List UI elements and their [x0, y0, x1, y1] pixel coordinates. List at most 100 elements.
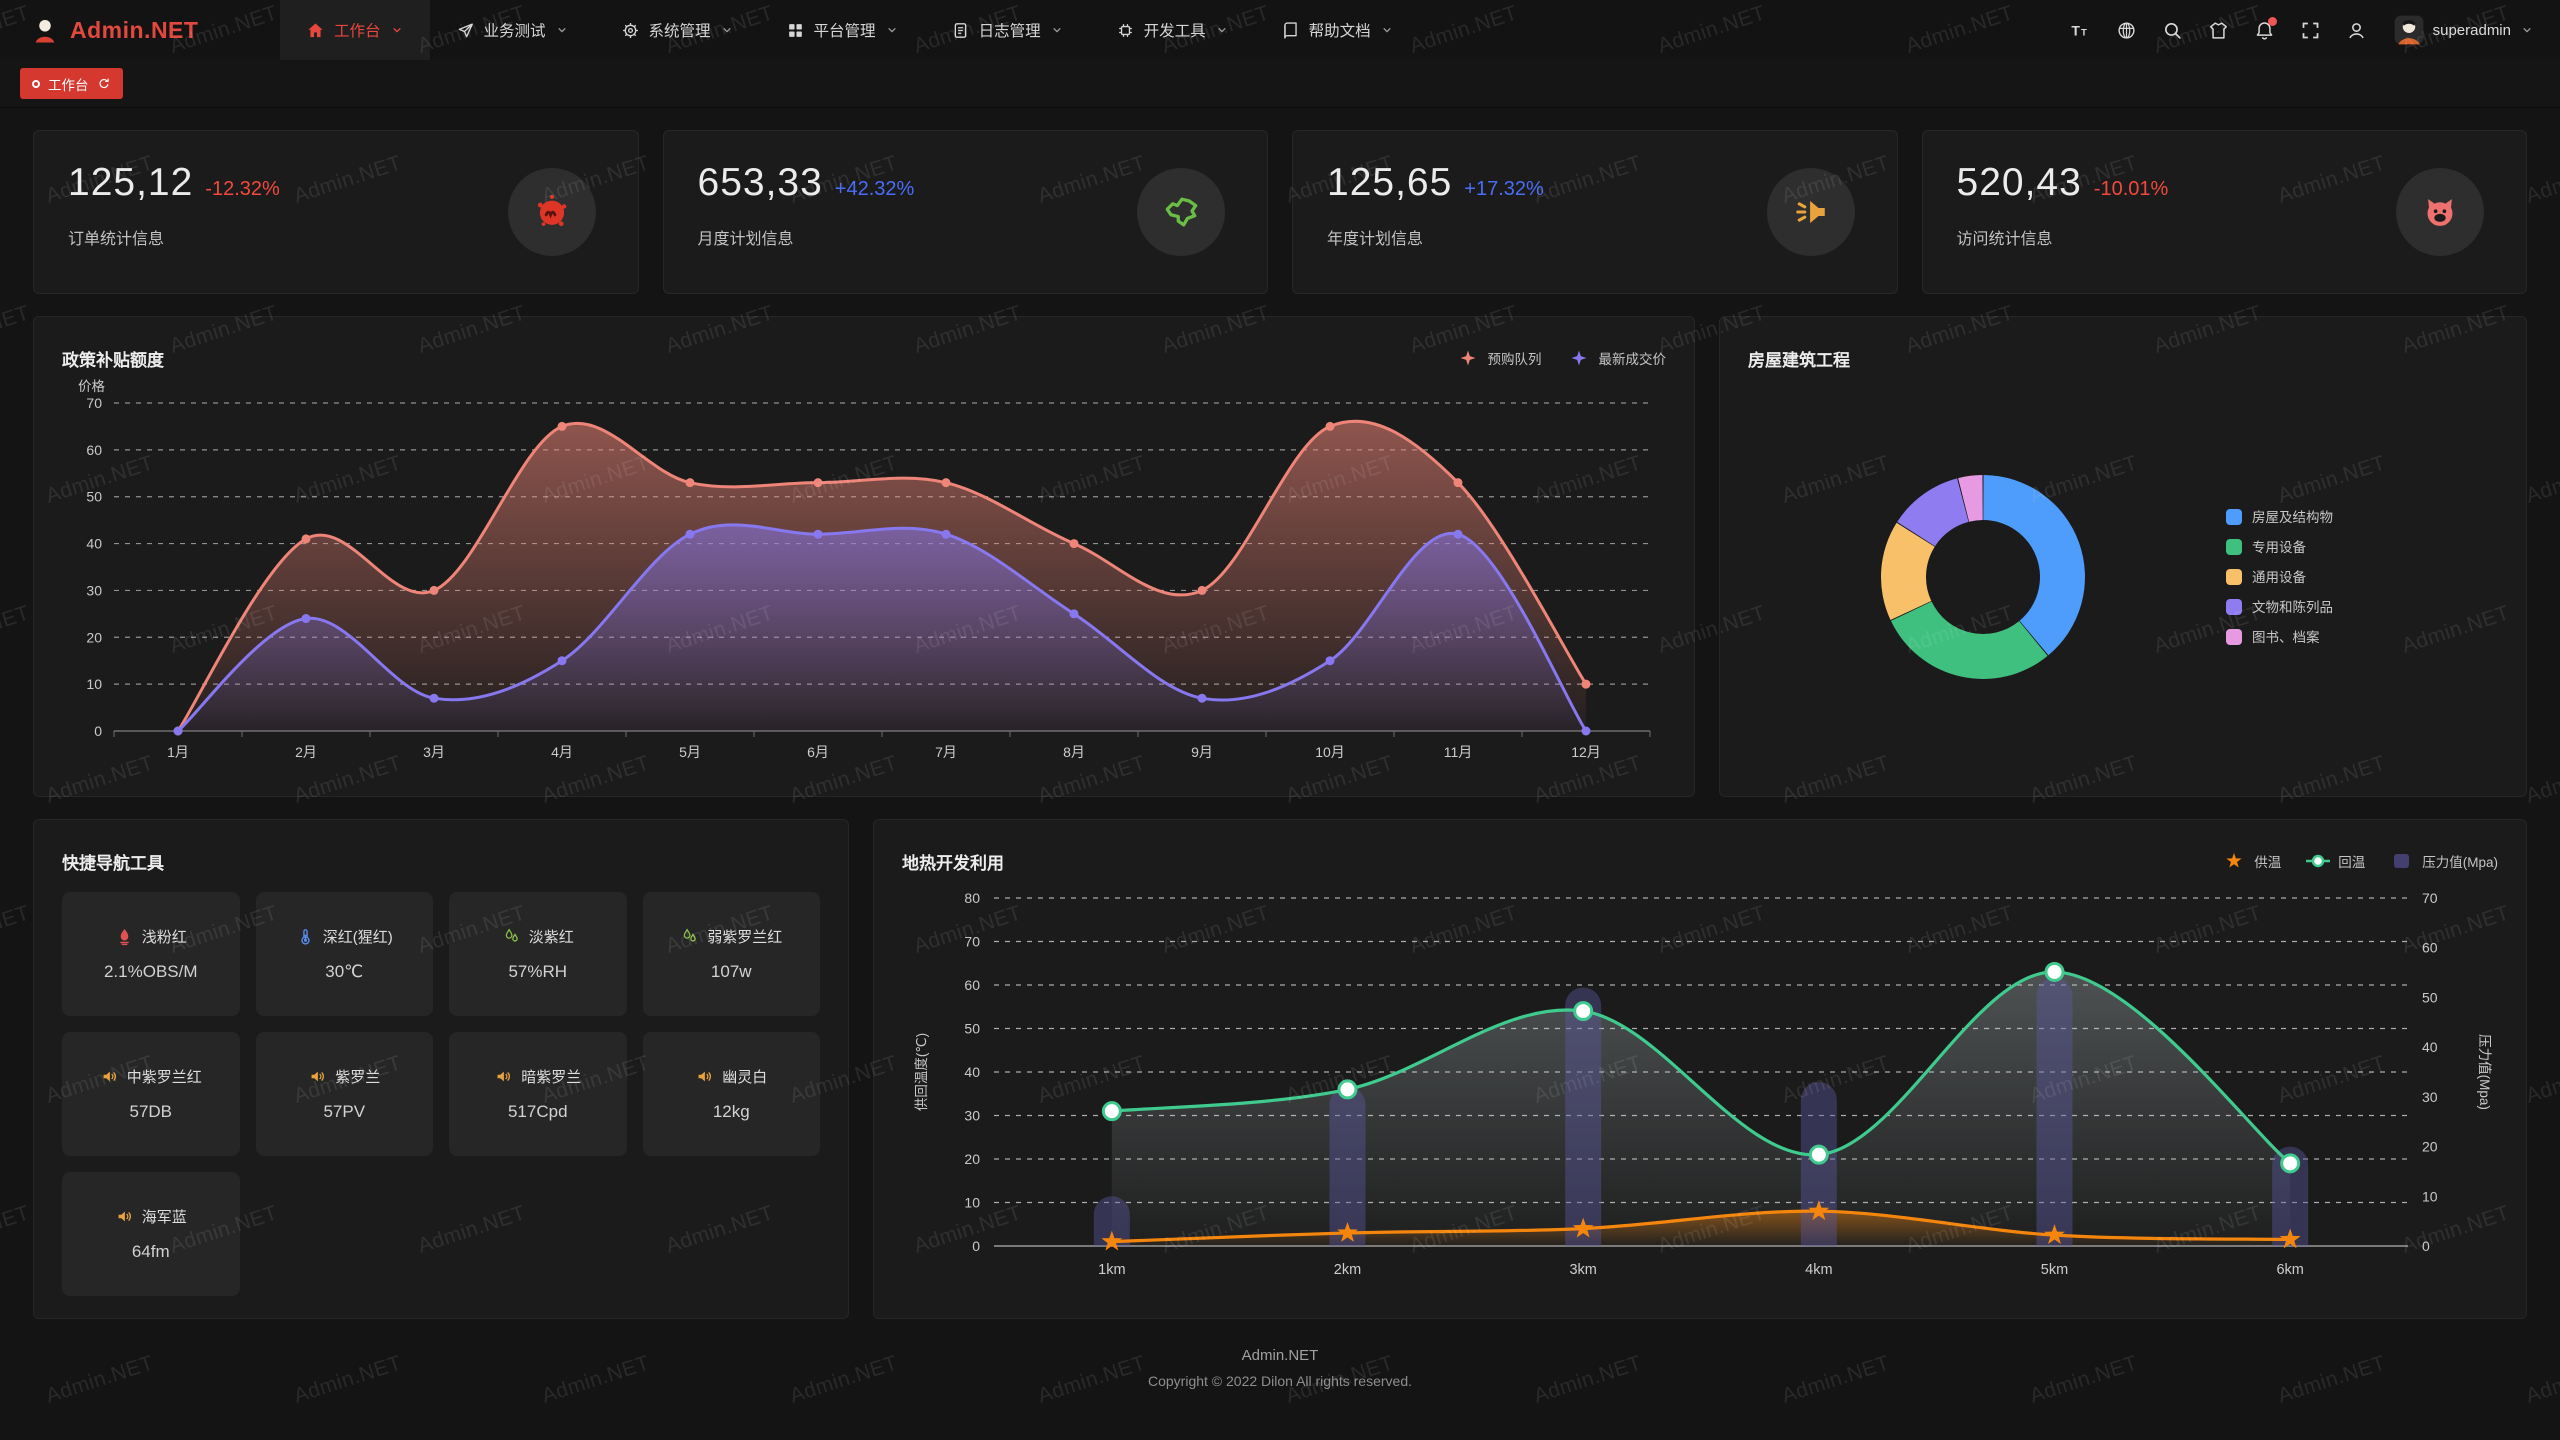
legend-marker: [1460, 350, 1475, 366]
main-menu: 工作台 业务测试 系统管理 平台管理 日志管理 开发工具 帮助文档: [280, 0, 1420, 60]
quick-nav-item[interactable]: 海军蓝 64fm: [62, 1172, 240, 1296]
stat-icon-circle: [507, 168, 596, 256]
quick-nav-value: 57%RH: [508, 962, 568, 981]
svg-text:9月: 9月: [1191, 744, 1213, 760]
quick-nav-label: 紫罗兰: [335, 1069, 381, 1086]
quick-nav-label: 暗紫罗兰: [521, 1069, 582, 1086]
stat-label: 年度计划信息: [1327, 231, 1424, 248]
navbar-icon-group: [2062, 11, 2376, 49]
fullscreen-icon: [2300, 20, 2321, 41]
stat-card[interactable]: 653,33 +42.32% 月度计划信息: [662, 130, 1268, 294]
line-chart-legend: 预购队列 最新成交价: [1455, 348, 1666, 368]
menu-item-home[interactable]: 工作台: [280, 0, 430, 60]
combo-chart[interactable]: 0 10 20 30 40 50 60 70 80 0 10 20 30 40 50 60 70 供回温度(℃) 压…: [902, 880, 2500, 1288]
donut-legend-item[interactable]: 专用设备: [2226, 539, 2307, 555]
legend-item-最新成交价[interactable]: 最新成交价: [1566, 348, 1666, 368]
quick-nav-label: 弱紫罗兰红: [707, 929, 783, 946]
legend-item-预购队列[interactable]: 预购队列: [1455, 348, 1542, 368]
svg-text:2月: 2月: [295, 744, 317, 760]
chevron-down-icon: [555, 23, 569, 37]
menu-item-send[interactable]: 业务测试: [430, 0, 595, 60]
speaker-icon: [115, 1207, 134, 1226]
quick-nav-item[interactable]: 紫罗兰 57PV: [255, 1032, 433, 1156]
font-size-button[interactable]: [2062, 11, 2100, 49]
speaker-icon: [695, 1067, 714, 1086]
theme-shirt-button[interactable]: [2200, 11, 2238, 49]
stat-top: 520,43 -10.01%: [1957, 161, 2493, 205]
quick-nav-item[interactable]: 幽灵白 12kg: [642, 1032, 820, 1156]
menu-item-doc[interactable]: 日志管理: [925, 0, 1090, 60]
donut-legend-item[interactable]: 图书、档案: [2226, 629, 2320, 645]
search-button[interactable]: [2154, 11, 2192, 49]
legend-item-供温[interactable]: 供温: [2221, 851, 2281, 871]
svg-text:30: 30: [2422, 1089, 2438, 1105]
stat-card[interactable]: 125,65 +17.32% 年度计划信息: [1292, 130, 1898, 294]
quick-nav-item[interactable]: 深红(猩红) 30℃: [255, 892, 433, 1016]
chevron-down-icon: [1380, 23, 1394, 37]
thermometer-icon: [296, 927, 315, 946]
quick-nav-item[interactable]: 暗紫罗兰 517Cpd: [449, 1032, 627, 1156]
legend-item-压力值(Mpa)[interactable]: 压力值(Mpa): [2389, 851, 2498, 871]
svg-text:专用设备: 专用设备: [2252, 539, 2307, 555]
stat-delta: +17.32%: [1464, 178, 1544, 200]
splat-icon: [530, 190, 574, 234]
stat-value: 653,33: [697, 161, 823, 204]
panel-building-project: 房屋建筑工程 房屋及结构物 专用设备通用设备文物和陈列品 图书、档案: [1719, 316, 2527, 797]
cat-icon: [2418, 190, 2462, 234]
notifications-button[interactable]: [2246, 11, 2284, 49]
legend-item-回温[interactable]: 回温: [2305, 851, 2365, 871]
stat-card[interactable]: 125,12 -12.32% 订单统计信息: [33, 130, 639, 294]
svg-text:10: 10: [86, 676, 102, 692]
app-logo[interactable]: Admin.NET: [30, 0, 280, 60]
footer-copyright: Copyright © 2022 Dilon All rights reserv…: [1148, 1373, 1412, 1389]
language-button[interactable]: [2108, 11, 2146, 49]
chart-title-building: 房屋建筑工程: [1748, 350, 1850, 370]
tab-workbench[interactable]: 工作台: [20, 68, 123, 99]
svg-text:文物和陈列品: 文物和陈列品: [2252, 599, 2333, 615]
refresh-icon[interactable]: [97, 77, 111, 91]
quick-nav-value: 30℃: [325, 962, 364, 981]
svg-text:4月: 4月: [551, 744, 573, 760]
profile-button[interactable]: [2338, 11, 2376, 49]
svg-text:40: 40: [2422, 1039, 2438, 1055]
svg-text:图书、档案: 图书、档案: [2252, 629, 2320, 645]
donut-legend-item[interactable]: 文物和陈列品: [2226, 599, 2333, 615]
legend-label: 压力值(Mpa): [2422, 855, 2498, 870]
menu-item-book[interactable]: 帮助文档: [1255, 0, 1420, 60]
svg-text:70: 70: [2422, 890, 2438, 906]
stat-card[interactable]: 520,43 -10.01% 访问统计信息: [1921, 130, 2527, 294]
stat-icon-circle: [2396, 168, 2484, 256]
stat-value: 125,12: [68, 161, 194, 204]
quick-nav-label: 海军蓝: [141, 1209, 187, 1226]
menu-item-chip[interactable]: 开发工具: [1090, 0, 1255, 60]
donut-legend-item[interactable]: 房屋及结构物: [2226, 509, 2333, 525]
quick-nav-item[interactable]: 中紫罗兰红 57DB: [62, 1032, 240, 1156]
menu-item-label: 帮助文档: [1308, 23, 1371, 40]
stat-top: 125,12 -12.32%: [68, 161, 604, 205]
menu-item-grid[interactable]: 平台管理: [760, 0, 925, 60]
donut-legend-item[interactable]: 通用设备: [2226, 569, 2307, 585]
notification-badge: [2267, 17, 2277, 26]
quick-nav-item[interactable]: 浅粉红 2.1%OBS/M: [62, 892, 240, 1016]
doc-icon: [951, 21, 970, 40]
quick-nav-item[interactable]: 淡紫红 57%RH: [449, 892, 627, 1016]
username: superadmin: [2432, 21, 2511, 39]
svg-text:压力值(Mpa): 压力值(Mpa): [2477, 1034, 2492, 1110]
menu-item-label: 业务测试: [483, 23, 546, 40]
menu-item-gear[interactable]: 系统管理: [595, 0, 760, 60]
quick-nav-label: 中紫罗兰红: [126, 1069, 202, 1086]
quick-nav-name: 浅粉红: [115, 926, 187, 947]
stat-label: 订单统计信息: [68, 231, 165, 248]
page-footer: Admin.NET Copyright © 2022 Dilon All rig…: [33, 1347, 2527, 1389]
grid-icon: [786, 21, 805, 40]
user-menu[interactable]: superadmin: [2394, 15, 2534, 45]
shirt-icon: [2208, 20, 2229, 41]
svg-text:50: 50: [86, 489, 102, 505]
legend-label: 回温: [2338, 855, 2366, 870]
fullscreen-button[interactable]: [2292, 11, 2330, 49]
panel-quick-nav: 快捷导航工具 浅粉红 2.1%OBS/M 深红(猩红) 30℃ 淡紫红 57%RH 弱紫罗兰…: [33, 819, 849, 1319]
quick-nav-value: 517Cpd: [507, 1102, 568, 1121]
quick-nav-item[interactable]: 弱紫罗兰红 107w: [642, 892, 820, 1016]
